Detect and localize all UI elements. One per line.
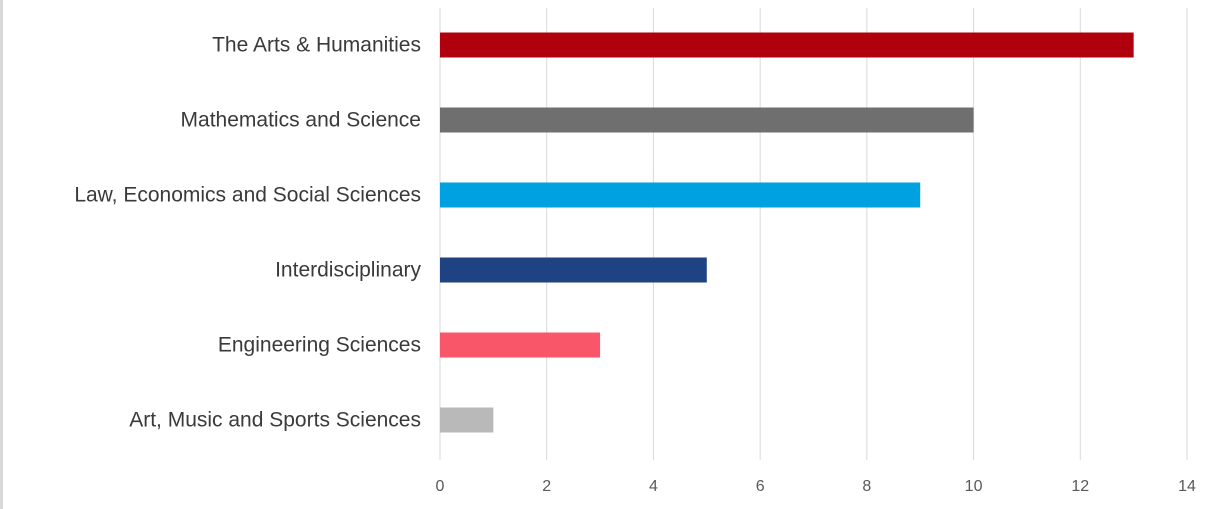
x-tick-label: 4 xyxy=(649,478,658,495)
x-tick-label: 8 xyxy=(862,478,871,495)
category-label: The Arts & Humanities xyxy=(212,34,421,57)
x-tick-label: 14 xyxy=(1178,478,1196,495)
bar-chart: The Arts & Humanities Mathematics and Sci… xyxy=(74,8,1196,495)
bars xyxy=(440,32,1134,433)
category-labels: The Arts & Humanities Mathematics and Sci… xyxy=(74,34,421,432)
x-tick-label: 10 xyxy=(965,478,983,495)
x-tick-label: 12 xyxy=(1071,478,1089,495)
bar xyxy=(440,407,494,433)
x-tick-label: 6 xyxy=(756,478,765,495)
category-label: Law, Economics and Social Sciences xyxy=(74,184,421,207)
x-axis-tick-labels: 0 2 4 6 8 10 12 14 xyxy=(436,478,1196,495)
category-label: Engineering Sciences xyxy=(218,334,421,357)
category-label: Interdisciplinary xyxy=(275,259,421,282)
x-tick-label: 2 xyxy=(542,478,551,495)
bar xyxy=(440,182,921,208)
bar xyxy=(440,257,707,283)
bar xyxy=(440,32,1134,58)
bar xyxy=(440,332,601,358)
x-tick-label: 0 xyxy=(436,478,445,495)
category-label: Art, Music and Sports Sciences xyxy=(129,409,421,432)
category-label: Mathematics and Science xyxy=(181,109,421,132)
bar xyxy=(440,107,974,133)
gridlines xyxy=(439,8,1188,460)
